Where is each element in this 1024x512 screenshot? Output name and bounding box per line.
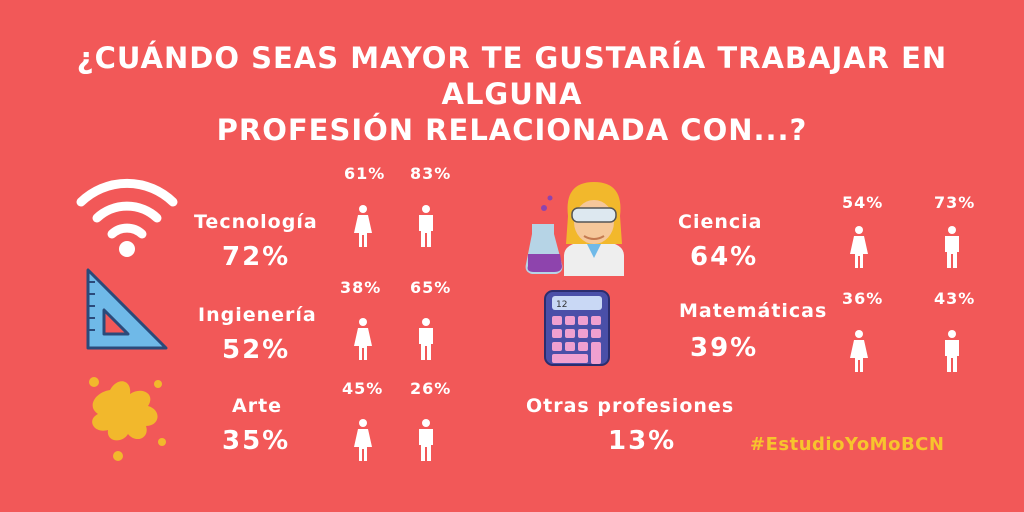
female-pct-ciencia: 54%: [842, 193, 884, 212]
paint-splash-icon: [89, 377, 166, 461]
male-icon: [945, 226, 959, 268]
male-icon: [419, 205, 433, 247]
hashtag: #EstudioYoMoBCN: [750, 434, 945, 455]
svg-text:12: 12: [556, 300, 567, 310]
category-total-ingenieria: 52%: [222, 335, 291, 365]
female-icon: [850, 330, 868, 372]
female-icon: [354, 419, 372, 461]
female-icon: [354, 318, 372, 360]
title-line-3: PROFESIÓN RELACIONADA CON...?: [216, 113, 808, 147]
category-label-otras: Otras profesiones: [526, 395, 735, 417]
male-pct-matematicas: 43%: [934, 289, 976, 308]
category-label-tecnologia: Tecnología: [194, 211, 318, 233]
male-pct-ciencia: 73%: [934, 193, 976, 212]
female-pct-arte: 45%: [342, 379, 384, 398]
page-title: ¿CUÁNDO SEAS MAYOR TE GUSTARÍA TRABAJAR …: [0, 40, 1024, 148]
category-label-matematicas: Matemáticas: [679, 300, 828, 322]
female-pct-matematicas: 36%: [842, 289, 884, 308]
female-pct-ingenieria: 38%: [340, 278, 382, 297]
male-pct-tecnologia: 83%: [410, 164, 452, 183]
title-line-1: ¿CUÁNDO SEAS MAYOR TE GUSTARÍA TRABAJAR …: [76, 41, 948, 75]
title-line-2: ALGUNA: [441, 77, 583, 111]
set-square-icon: [86, 268, 168, 350]
calculator-icon: 12: [544, 290, 610, 366]
male-pct-arte: 26%: [410, 379, 452, 398]
category-label-ciencia: Ciencia: [678, 211, 763, 233]
category-total-matematicas: 39%: [690, 333, 759, 363]
category-total-ciencia: 64%: [690, 242, 759, 272]
category-total-otras: 13%: [608, 426, 677, 456]
scientist-icon: [525, 182, 624, 276]
wifi-icon: [76, 178, 178, 257]
category-total-arte: 35%: [222, 426, 291, 456]
male-icon: [945, 330, 959, 372]
male-icon: [419, 419, 433, 461]
female-icon: [354, 205, 372, 247]
female-pct-tecnologia: 61%: [344, 164, 386, 183]
male-icon: [419, 318, 433, 360]
category-total-tecnologia: 72%: [222, 242, 291, 272]
male-pct-ingenieria: 65%: [410, 278, 452, 297]
category-label-arte: Arte: [232, 395, 283, 417]
female-icon: [850, 226, 868, 268]
category-label-ingenieria: Ingienería: [198, 304, 317, 326]
